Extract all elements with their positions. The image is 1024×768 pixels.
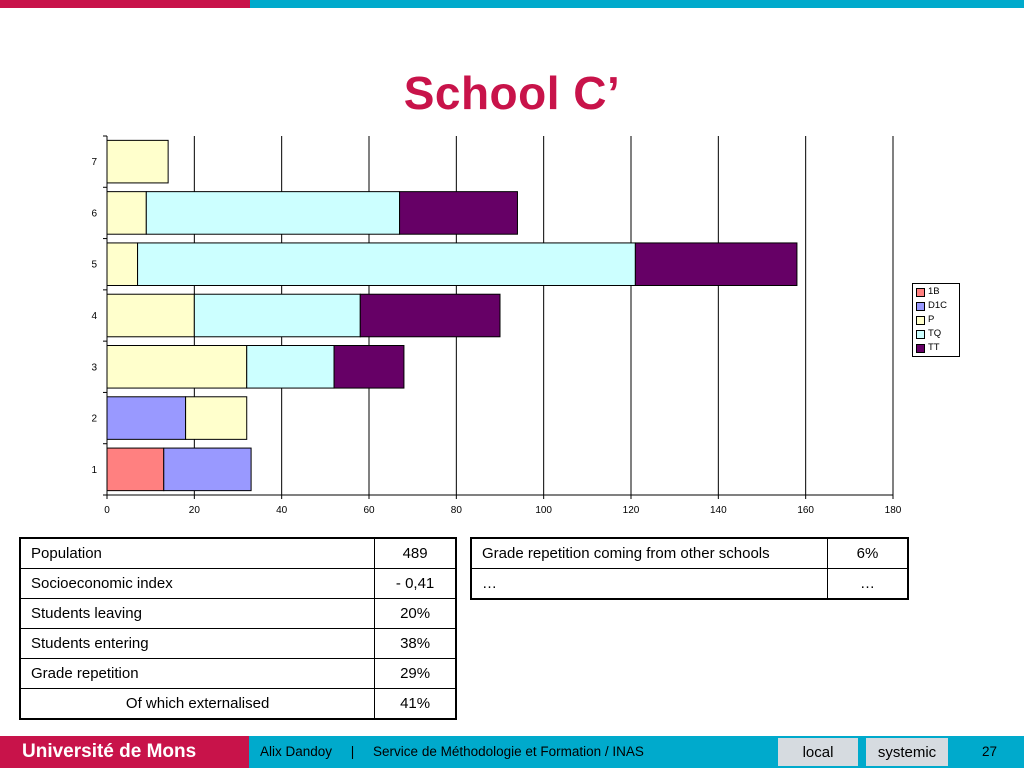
table-row: Grade repetition coming from other schoo… bbox=[470, 537, 909, 569]
stat-label: Grade repetition bbox=[19, 658, 376, 689]
stat-value: 20% bbox=[374, 598, 457, 629]
stacked-bar-chart: 0 20 40 60 80 100 120 140 160 180 1 2 3 4 5 6 7 bbox=[91, 135, 902, 516]
legend-label-d1c: D1C bbox=[928, 300, 948, 311]
local-button[interactable]: local bbox=[778, 738, 858, 766]
footer-bar: Université de Mons Alix Dandoy | Service… bbox=[0, 736, 1024, 768]
university-brand: Université de Mons bbox=[0, 736, 249, 768]
stat-value: 29% bbox=[374, 658, 457, 689]
x-tick-label: 80 bbox=[451, 505, 463, 516]
stat-value: 38% bbox=[374, 628, 457, 659]
table-row: … … bbox=[470, 568, 909, 600]
footer-credits: Alix Dandoy | Service de Méthodologie et… bbox=[260, 744, 644, 759]
bar-segment-tt bbox=[634, 242, 798, 286]
school-stats-table: Population 489 Socioeconomic index - 0,4… bbox=[19, 537, 457, 720]
x-tick-label: 20 bbox=[189, 505, 201, 516]
x-tick-label: 120 bbox=[623, 505, 640, 516]
table-row: Population 489 bbox=[19, 537, 457, 569]
bar-segment-tt bbox=[333, 345, 405, 389]
legend-item-1b: 1B bbox=[916, 285, 956, 299]
y-tick-label: 1 bbox=[91, 465, 97, 476]
x-tick-label: 0 bbox=[104, 505, 110, 516]
chart-legend: 1B D1C P TQ TT bbox=[912, 283, 960, 357]
bar-segment-p bbox=[106, 242, 139, 286]
bar-segment-p bbox=[106, 345, 248, 389]
legend-swatch-d1c bbox=[916, 301, 925, 311]
y-tick-label: 2 bbox=[91, 414, 97, 425]
table-row: Students entering 38% bbox=[19, 628, 457, 659]
y-tick-label: 3 bbox=[91, 362, 97, 373]
stat-label: Of which externalised bbox=[19, 688, 376, 720]
x-tick-label: 100 bbox=[535, 505, 552, 516]
bar-segment-p bbox=[106, 293, 195, 338]
x-tick-label: 40 bbox=[276, 505, 288, 516]
stat-label: Population bbox=[19, 537, 376, 569]
legend-item-tt: TT bbox=[916, 341, 956, 355]
stat-value: 41% bbox=[374, 688, 457, 720]
bar-segment-tt bbox=[399, 191, 518, 235]
y-tick-label: 4 bbox=[91, 311, 97, 322]
legend-swatch-tt bbox=[916, 343, 925, 353]
legend-label-p: P bbox=[928, 314, 935, 325]
legend-swatch-p bbox=[916, 315, 925, 325]
legend-label-tt: TT bbox=[928, 342, 940, 353]
legend-swatch-tq bbox=[916, 329, 925, 339]
table-row: Students leaving 20% bbox=[19, 598, 457, 629]
bar-segment-p bbox=[106, 139, 169, 184]
x-tick-label: 60 bbox=[363, 505, 375, 516]
bar-segment-tq bbox=[137, 242, 636, 286]
table-row: Grade repetition 29% bbox=[19, 658, 457, 689]
bar-segment-d1c bbox=[163, 447, 252, 492]
stat-label: Students entering bbox=[19, 628, 376, 659]
bar-segment-tq bbox=[246, 345, 335, 389]
stat-label: Socioeconomic index bbox=[19, 568, 376, 599]
y-tick-label: 6 bbox=[91, 208, 97, 219]
page-number: 27 bbox=[982, 744, 998, 759]
stat-label: … bbox=[470, 568, 828, 600]
stat-value: 6% bbox=[827, 537, 909, 569]
table-row: Of which externalised 41% bbox=[19, 688, 457, 720]
stat-value: 489 bbox=[374, 537, 457, 569]
legend-label-tq: TQ bbox=[928, 328, 942, 339]
x-tick-label: 140 bbox=[710, 505, 727, 516]
y-tick-label: 7 bbox=[91, 157, 97, 168]
table-row: Socioeconomic index - 0,41 bbox=[19, 568, 457, 599]
stat-label: Students leaving bbox=[19, 598, 376, 629]
top-accent-bar-blue bbox=[250, 0, 1024, 8]
bar-segment-tq bbox=[145, 191, 401, 235]
stat-label: Grade repetition coming from other schoo… bbox=[470, 537, 828, 569]
stat-value: - 0,41 bbox=[374, 568, 457, 599]
bar-segment-p bbox=[185, 396, 248, 440]
slide-title: School C’ bbox=[403, 67, 621, 119]
legend-label-1b: 1B bbox=[928, 286, 940, 297]
x-tick-label: 180 bbox=[885, 505, 902, 516]
x-tick-label: 160 bbox=[797, 505, 814, 516]
top-accent-bar-red bbox=[0, 0, 250, 8]
y-tick-label: 5 bbox=[91, 260, 97, 271]
bar-segment-tq bbox=[193, 293, 361, 338]
legend-item-d1c: D1C bbox=[916, 299, 956, 313]
systemic-button[interactable]: systemic bbox=[866, 738, 948, 766]
bar-segment-tt bbox=[359, 293, 501, 338]
bar-segment-d1c bbox=[106, 396, 187, 440]
stat-value: … bbox=[827, 568, 909, 600]
grade-repetition-table: Grade repetition coming from other schoo… bbox=[470, 537, 909, 600]
bar-segment-p bbox=[106, 191, 147, 235]
legend-swatch-1b bbox=[916, 287, 925, 297]
bar-segment-1b bbox=[106, 447, 165, 492]
legend-item-p: P bbox=[916, 313, 956, 327]
legend-item-tq: TQ bbox=[916, 327, 956, 341]
